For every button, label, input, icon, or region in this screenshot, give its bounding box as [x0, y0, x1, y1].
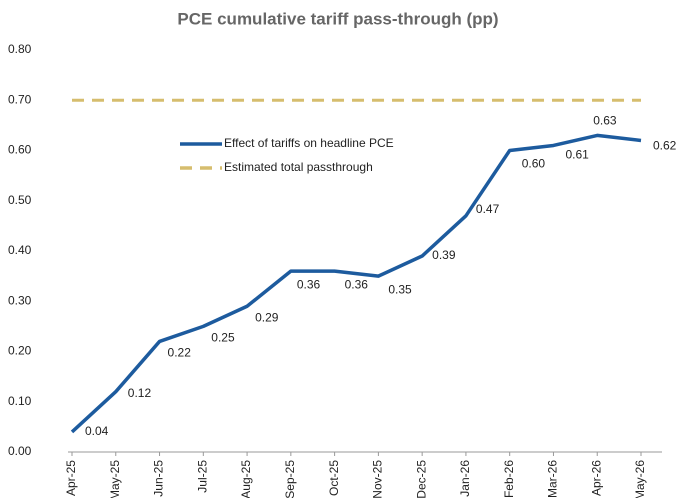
y-tick-label: 0.50 — [8, 193, 32, 207]
x-tick-label: Aug-25 — [239, 460, 253, 498]
x-tick-label: Mar-26 — [546, 460, 560, 498]
data-label: 0.62 — [653, 139, 677, 153]
x-tick-label: Jun-25 — [152, 460, 166, 497]
y-tick-label: 0.60 — [8, 143, 32, 157]
y-tick-label: 0.10 — [8, 394, 32, 408]
data-label: 0.29 — [255, 310, 279, 324]
y-tick-label: 0.00 — [8, 444, 32, 458]
x-tick-label: May-25 — [108, 460, 122, 498]
x-tick-label: Jan-26 — [458, 460, 472, 497]
data-label: 0.36 — [345, 277, 369, 291]
data-label: 0.25 — [211, 331, 235, 345]
data-label: 0.36 — [297, 277, 321, 291]
y-tick-label: 0.40 — [8, 243, 32, 257]
legend-label: Estimated total passthrough — [224, 160, 373, 174]
chart-title: PCE cumulative tariff pass-through (pp) — [177, 9, 498, 28]
data-label: 0.47 — [476, 202, 500, 216]
x-tick-label: Oct-25 — [327, 460, 341, 496]
x-tick-label: Apr-25 — [64, 460, 78, 496]
y-tick-label: 0.80 — [8, 42, 32, 56]
y-tick-label: 0.70 — [8, 92, 32, 106]
data-label: 0.39 — [432, 248, 456, 262]
legend-label: Effect of tariffs on headline PCE — [224, 136, 394, 150]
x-tick-label: Dec-25 — [414, 460, 428, 498]
y-tick-label: 0.30 — [8, 293, 32, 307]
data-label: 0.60 — [522, 157, 546, 171]
data-label: 0.12 — [128, 386, 152, 400]
x-tick-label: May-26 — [633, 460, 647, 498]
x-tick-label: Jul-25 — [195, 460, 209, 493]
data-label: 0.61 — [565, 148, 589, 162]
series-line — [70, 133, 642, 434]
data-label: 0.04 — [85, 424, 109, 438]
x-tick-label: Sep-25 — [283, 460, 297, 498]
x-tick-label: Apr-26 — [589, 460, 603, 496]
data-label: 0.22 — [168, 346, 192, 360]
y-tick-label: 0.20 — [8, 344, 32, 358]
x-tick-label: Nov-25 — [371, 460, 385, 498]
data-label: 0.63 — [593, 114, 617, 128]
x-tick-label: Feb-26 — [502, 460, 516, 498]
data-label: 0.35 — [388, 282, 412, 296]
